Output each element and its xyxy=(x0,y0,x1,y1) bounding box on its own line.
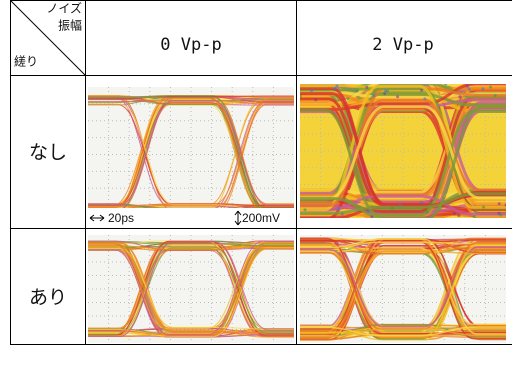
eye-diagram xyxy=(83,235,299,343)
noise-speck xyxy=(299,95,302,98)
eye-diagram-table: ノイズ 振幅 縒り 0 Vp-p 2 Vp-p なし あり 20ps 200mV xyxy=(0,0,512,372)
noise-speck xyxy=(504,203,507,206)
noise-speck xyxy=(304,208,307,211)
eye-diagram xyxy=(295,83,511,220)
noise-speck xyxy=(314,98,317,101)
noise-speck xyxy=(481,87,484,90)
noise-speck xyxy=(468,88,471,91)
noise-speck xyxy=(499,213,502,216)
corner-label: 振幅 xyxy=(58,18,82,33)
noise-speck xyxy=(372,94,375,97)
noise-speck xyxy=(384,89,387,92)
noise-speck xyxy=(310,89,313,92)
row-header: あり xyxy=(29,287,67,309)
noise-speck xyxy=(429,202,432,205)
noise-speck xyxy=(383,92,386,95)
noise-speck xyxy=(337,207,340,210)
noise-speck xyxy=(482,206,485,209)
noise-speck xyxy=(498,202,501,205)
noise-speck xyxy=(335,85,338,88)
noise-speck xyxy=(426,211,429,214)
row-header: なし xyxy=(29,142,67,164)
noise-speck xyxy=(367,210,370,213)
noise-speck xyxy=(420,201,423,204)
noise-speck xyxy=(494,94,497,97)
noise-speck xyxy=(347,97,350,100)
noise-speck xyxy=(420,89,423,92)
noise-speck xyxy=(466,84,469,87)
noise-speck xyxy=(370,215,373,218)
noise-speck xyxy=(444,83,447,86)
noise-speck xyxy=(453,212,456,215)
noise-speck xyxy=(365,86,368,89)
eye-diagram xyxy=(295,235,511,343)
scale-annotation: 20ps 200mV xyxy=(88,208,294,228)
eye-diagram xyxy=(83,87,299,222)
column-header: 0 Vp-p xyxy=(160,35,221,55)
noise-speck xyxy=(457,214,460,217)
noise-speck xyxy=(473,215,476,218)
noise-speck xyxy=(356,89,359,92)
corner-label: ノイズ xyxy=(46,1,82,16)
noise-speck xyxy=(396,95,399,98)
noise-speck xyxy=(399,203,402,206)
time-scale: 20ps xyxy=(108,211,134,225)
noise-speck xyxy=(423,97,426,100)
noise-speck xyxy=(489,86,492,89)
noise-speck xyxy=(391,207,394,210)
corner-label: 縒り xyxy=(14,55,38,69)
column-header: 2 Vp-p xyxy=(372,35,433,55)
voltage-scale: 200mV xyxy=(242,211,280,225)
noise-speck xyxy=(333,87,336,90)
noise-speck xyxy=(458,95,461,98)
noise-speck xyxy=(341,213,344,216)
